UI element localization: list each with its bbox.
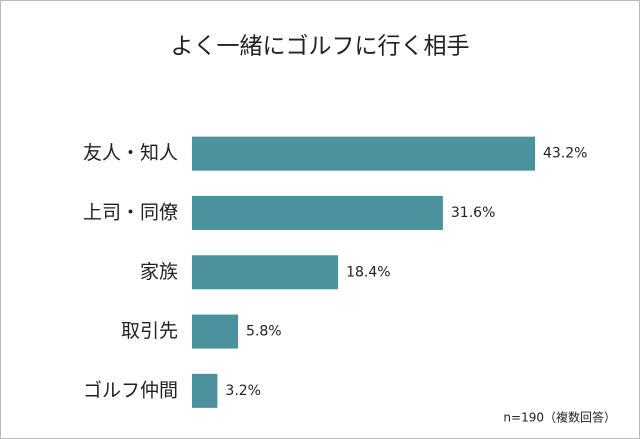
y-tick-label: 上司・同僚 (83, 201, 178, 223)
value-label: 31.6% (451, 205, 495, 221)
value-label: 5.8% (246, 324, 282, 340)
value-label: 43.2% (543, 146, 587, 162)
value-label: 3.2% (225, 383, 261, 399)
bar (192, 373, 218, 408)
y-tick-label: 取引先 (121, 320, 178, 342)
bar (192, 195, 443, 230)
bar (192, 255, 339, 290)
value-label: 18.4% (346, 264, 390, 280)
y-tick-label: 家族 (140, 261, 178, 283)
bar (192, 136, 535, 171)
chart-title: よく一緒にゴルフに行く相手 (171, 34, 470, 60)
note: n=190（複数回答） (503, 410, 616, 425)
y-tick-label: ゴルフ仲間 (83, 379, 178, 401)
y-tick-label: 友人・知人 (83, 142, 178, 164)
bar (192, 314, 239, 349)
